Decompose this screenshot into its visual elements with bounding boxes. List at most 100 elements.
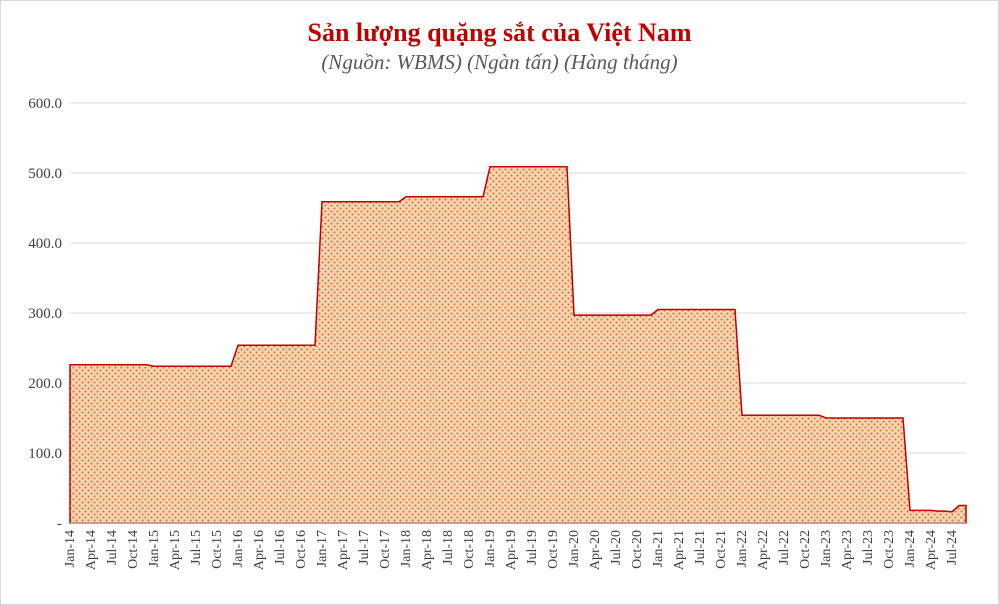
x-tick-label: Jul-14 bbox=[105, 530, 120, 565]
data-point bbox=[307, 344, 309, 346]
data-point bbox=[132, 364, 134, 366]
data-point bbox=[69, 364, 71, 366]
x-tick-label: Oct-23 bbox=[882, 530, 897, 569]
data-point bbox=[566, 166, 568, 168]
data-point bbox=[244, 344, 246, 346]
y-tick-label: 200.0 bbox=[28, 376, 62, 392]
data-point bbox=[300, 344, 302, 346]
data-point bbox=[545, 166, 547, 168]
data-point bbox=[783, 414, 785, 416]
x-tick-label: Apr-18 bbox=[420, 530, 435, 570]
x-tick-label: Jul-16 bbox=[273, 530, 288, 565]
data-point bbox=[594, 314, 596, 316]
data-point bbox=[762, 414, 764, 416]
data-point bbox=[937, 510, 939, 512]
data-point bbox=[279, 344, 281, 346]
y-tick-label: 600.0 bbox=[28, 96, 62, 112]
data-point bbox=[272, 344, 274, 346]
x-tick-label: Apr-23 bbox=[840, 530, 855, 570]
data-point bbox=[90, 364, 92, 366]
data-point bbox=[83, 364, 85, 366]
x-tick-label: Oct-16 bbox=[294, 530, 309, 569]
x-tick-label: Jan-24 bbox=[903, 530, 918, 567]
x-tick-label: Jul-15 bbox=[189, 530, 204, 565]
data-point bbox=[538, 166, 540, 168]
data-point bbox=[636, 314, 638, 316]
x-tick-label: Jan-14 bbox=[63, 530, 78, 567]
y-axis: - 100.0 200.0 300.0 400.0 500.0 600.0 bbox=[28, 96, 62, 532]
data-point bbox=[258, 344, 260, 346]
x-tick-label: Apr-20 bbox=[588, 530, 603, 570]
data-point bbox=[846, 417, 848, 419]
data-point bbox=[223, 365, 225, 367]
x-tick-label: Jan-16 bbox=[231, 530, 246, 567]
data-point bbox=[930, 509, 932, 511]
x-tick-label: Jul-23 bbox=[861, 530, 876, 565]
x-tick-label: Apr-19 bbox=[504, 530, 519, 570]
x-tick-label: Jul-17 bbox=[357, 530, 372, 565]
chart-title: Sản lượng quặng sắt của Việt Nam bbox=[307, 18, 692, 47]
data-point bbox=[363, 201, 365, 203]
x-axis: Jan-14 Apr-14 Jul-14 Oct-14 Jan-15 Apr-15 Jul-… bbox=[63, 530, 960, 570]
data-point bbox=[139, 364, 141, 366]
x-tick-label: Apr-22 bbox=[756, 530, 771, 570]
x-tick-label: Jul-18 bbox=[441, 530, 456, 565]
x-tick-label: Apr-21 bbox=[672, 530, 687, 570]
series-area-fill bbox=[69, 165, 967, 524]
x-tick-label: Jan-22 bbox=[735, 530, 750, 567]
data-point bbox=[531, 166, 533, 168]
data-point bbox=[825, 417, 827, 419]
data-point bbox=[720, 308, 722, 311]
data-point bbox=[377, 201, 379, 203]
data-point bbox=[230, 365, 232, 367]
data-point bbox=[853, 417, 855, 419]
data-point bbox=[573, 314, 575, 316]
x-tick-label: Jan-17 bbox=[315, 530, 330, 567]
x-tick-label: Jan-21 bbox=[651, 530, 666, 567]
data-point bbox=[104, 364, 106, 366]
data-point bbox=[608, 314, 610, 316]
data-point bbox=[580, 314, 582, 316]
x-tick-label: Oct-22 bbox=[798, 530, 813, 569]
data-point bbox=[314, 344, 316, 346]
data-point bbox=[97, 364, 99, 366]
data-point bbox=[916, 509, 918, 511]
data-point bbox=[832, 417, 834, 419]
data-point bbox=[559, 166, 561, 168]
data-point bbox=[440, 196, 442, 198]
data-point bbox=[797, 414, 799, 416]
data-point bbox=[615, 314, 617, 316]
data-point bbox=[517, 166, 519, 168]
data-point bbox=[237, 344, 239, 346]
data-point bbox=[202, 365, 204, 367]
data-point bbox=[510, 166, 512, 168]
data-point bbox=[965, 504, 967, 507]
x-tick-label: Jan-20 bbox=[567, 530, 582, 567]
data-point bbox=[888, 417, 890, 419]
data-point bbox=[622, 314, 624, 316]
data-point bbox=[475, 196, 477, 198]
data-point bbox=[734, 308, 736, 311]
data-point bbox=[118, 364, 120, 366]
x-tick-label: Oct-18 bbox=[462, 530, 477, 569]
data-point bbox=[727, 308, 729, 311]
data-point bbox=[902, 417, 904, 419]
data-point bbox=[111, 364, 113, 366]
data-point bbox=[685, 308, 687, 311]
y-tick-label: 500.0 bbox=[28, 166, 62, 182]
data-point bbox=[664, 308, 666, 311]
data-point bbox=[692, 308, 694, 311]
data-point bbox=[601, 314, 603, 316]
x-tick-label: Jan-19 bbox=[483, 530, 498, 567]
data-point bbox=[951, 511, 953, 513]
x-tick-label: Apr-16 bbox=[252, 530, 267, 570]
data-point bbox=[706, 308, 708, 311]
data-point bbox=[860, 417, 862, 419]
data-point bbox=[818, 414, 820, 416]
data-point bbox=[321, 201, 323, 203]
data-point bbox=[370, 201, 372, 203]
y-tick-label: 100.0 bbox=[28, 446, 62, 462]
x-tick-label: Jul-21 bbox=[693, 530, 708, 565]
chart-subtitle: (Nguồn: WBMS) (Ngàn tấn) (Hàng tháng) bbox=[321, 50, 678, 74]
data-point bbox=[671, 308, 673, 311]
